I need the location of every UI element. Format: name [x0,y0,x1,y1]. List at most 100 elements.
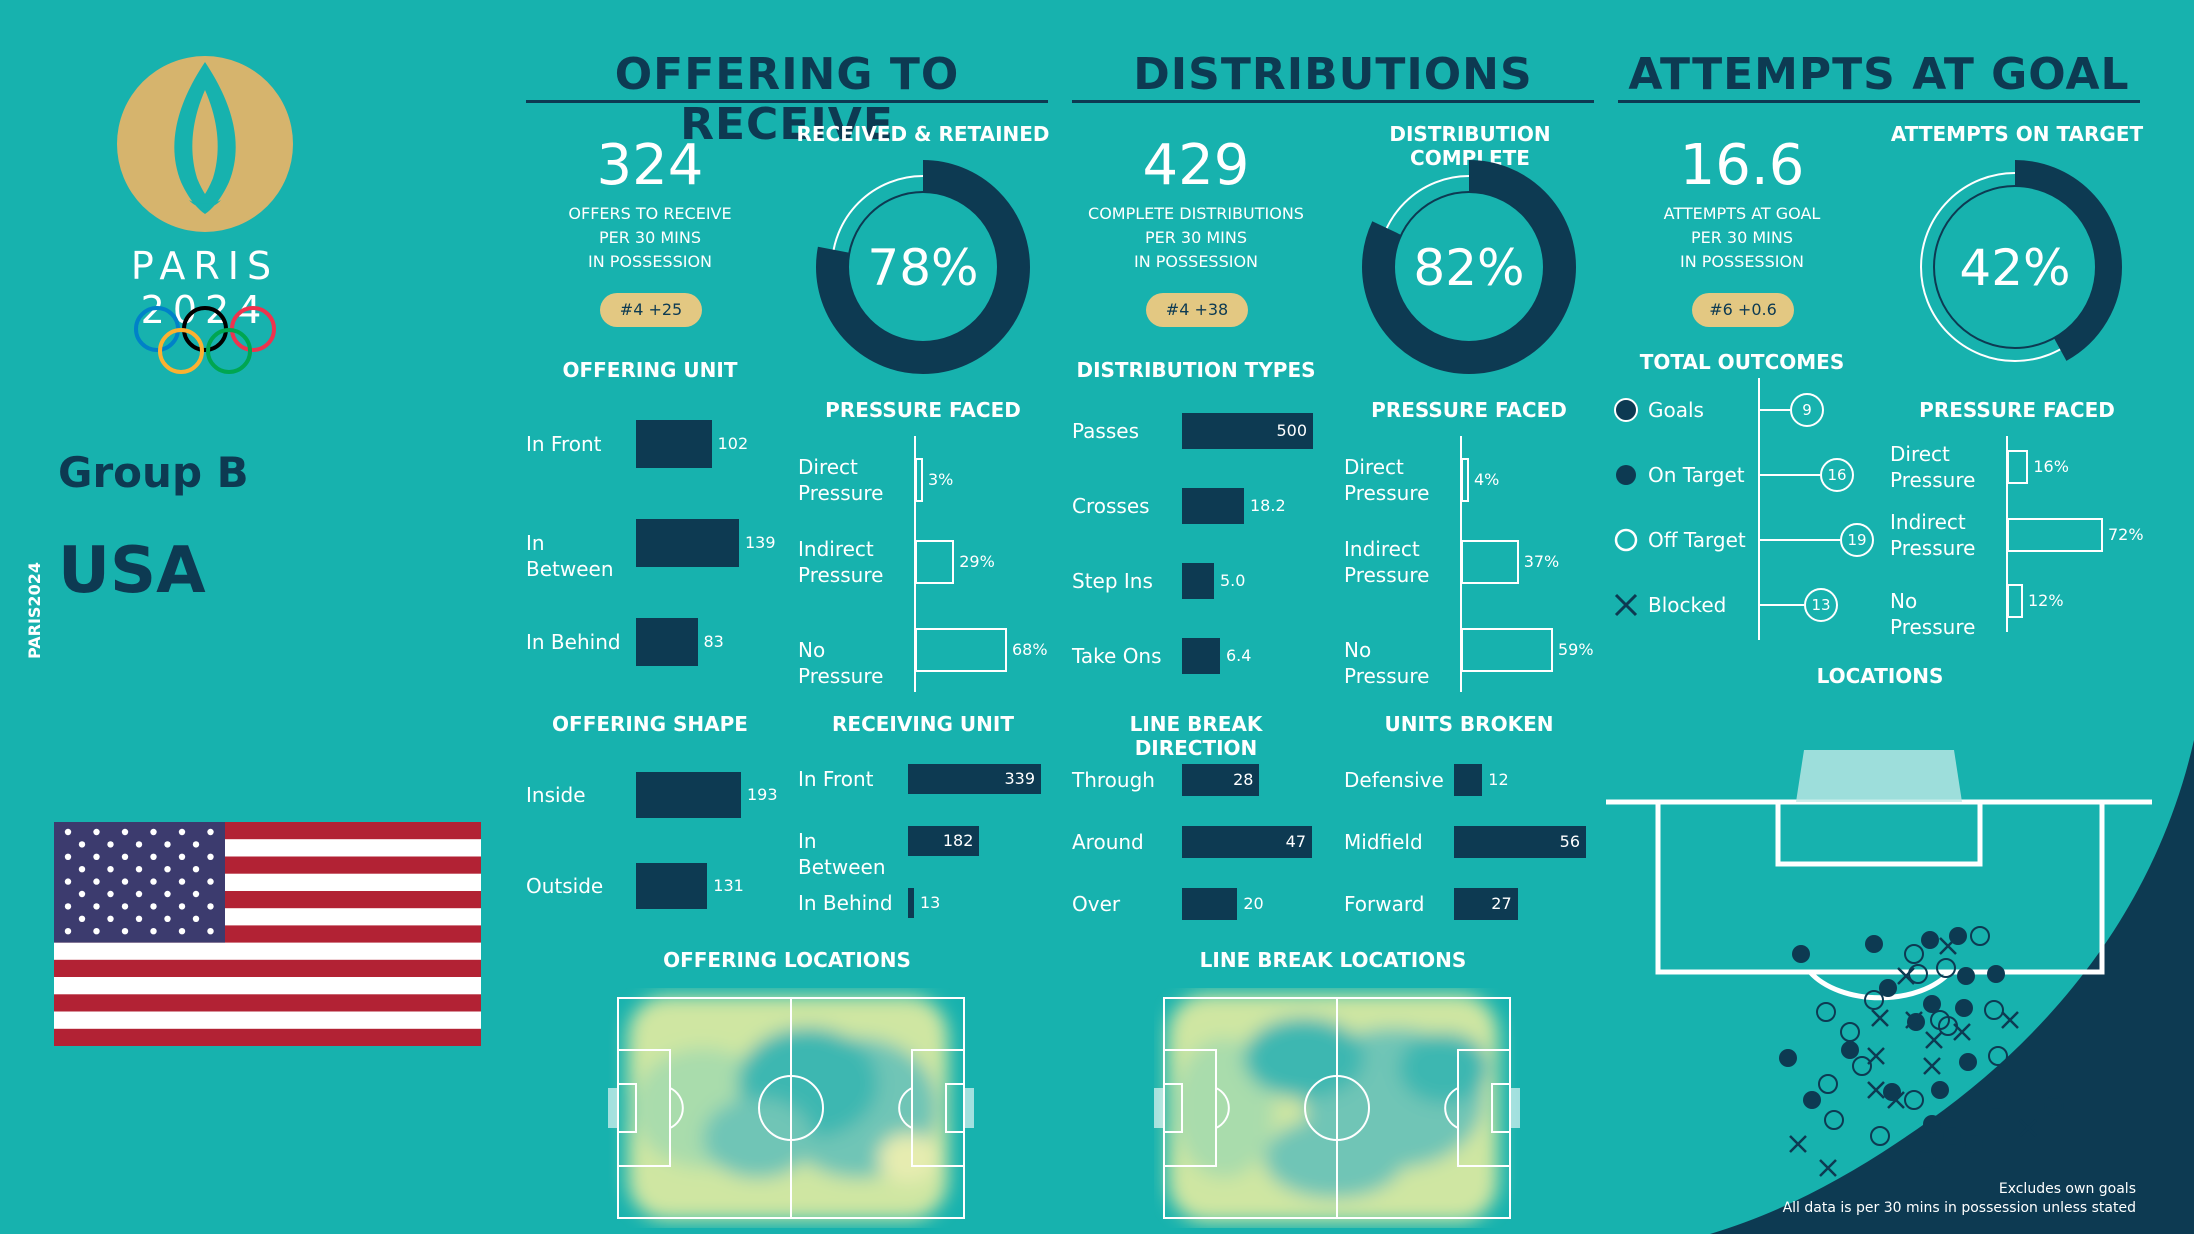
pressure-value-label: 68% [1012,640,1048,659]
shot-off-target [1824,1110,1844,1130]
flag-star [207,903,214,910]
flag-star [107,890,114,898]
shot-locations-map [1606,740,2194,1234]
shot-blocked [2019,1119,2037,1137]
bar-category-label: In Behind [526,630,621,654]
donut-attempts-on-target: 42% [1908,160,2122,374]
shot-blocked [1819,1159,1837,1177]
donut-value-arc [1908,160,2122,374]
shot-off-target [1840,1022,1860,1042]
shot-off-target [1816,1002,1836,1022]
pressure-category-label: Indirect Pressure [798,537,884,587]
shot-dot [1959,1053,1977,1071]
bar-category-label: Passes [1072,419,1139,443]
outcome-label: Off Target [1648,528,1746,552]
flag-star [121,903,129,910]
pressure-bar [1461,628,1553,672]
flag-star [192,890,200,898]
pressure-value-label: 37% [1523,552,1560,571]
bar-value-label: 28 [1233,770,1254,789]
pressure-category-label: Indirect Pressure [1344,537,1430,587]
shot-dot [1841,1041,1859,1059]
flag-star [207,828,214,836]
shot-off-target [1984,1000,2004,1020]
pressure-value-label: 59% [1558,640,1594,659]
donut-value-label: 78% [867,239,978,297]
section-title-offering: OFFERING TO RECEIVE [614,49,960,150]
line-break-locations-heatmap [1154,994,1520,1222]
flag-star [178,853,186,860]
donut-value-label: 82% [1413,239,1524,297]
blocked-cross-icon [1614,593,1638,617]
offering-locations-heatmap [608,996,974,1220]
pressure-value-label: 4% [1474,470,1500,489]
bar-category-label: Around [1072,830,1144,854]
flag-star [93,903,100,910]
shot-blocked [1953,1023,1971,1041]
shot-blocked [1897,967,1915,985]
pressure-category-label: No Pressure [798,638,884,688]
pressure-bar [1461,458,1469,502]
bar [1454,826,1586,858]
shot-dot [1865,935,1883,953]
footnote-own-goals: Excludes own goals [1998,1181,2136,1197]
shot-blocked [1887,1091,1905,1109]
flag-star [107,915,114,922]
bar [1182,563,1214,599]
pressure-bar [915,540,955,584]
donut-value-arc [816,160,1030,374]
donut-value-arc [1362,160,1576,374]
kpi-label: PER 30 MINS [1690,228,1794,247]
pressure-bar [915,628,1007,672]
flag-star [150,878,157,885]
shot-blocked [2001,1011,2019,1029]
heading-units-broken: UNITS BROKEN [1384,712,1554,736]
heading-pressure-faced: PRESSURE FACED [1371,398,1567,422]
bar-value-label: 47 [1285,832,1306,851]
shot-blocked [1867,1081,1885,1099]
shot-blocked [1789,1135,1807,1153]
shot-dot [1987,1091,2005,1109]
flag-star [64,828,72,836]
shot-dot [1921,931,1939,949]
pressure-category-label: No Pressure [1890,589,1976,639]
pressure-bar [915,458,923,502]
olympic-rings-icon [134,306,276,374]
section-title-attempts: ATTEMPTS AT GOAL [1628,49,2130,100]
bar-value-label: 5.0 [1220,571,1246,590]
flag-star [192,866,200,873]
bar-category-label: In Between [526,531,614,581]
bar-value-label: 56 [1559,832,1580,851]
flag-star [164,890,171,898]
bar-value-label: 12 [1488,770,1509,789]
bar-value-label: 20 [1243,894,1264,913]
pressure-bar [2007,584,2023,618]
flag-star [78,915,86,922]
shot-off-target [1936,958,1956,978]
flag-star [135,841,143,848]
bar-value-label: 139 [745,533,776,552]
bar-value-label: 339 [1004,769,1035,788]
bar-category-label: In Behind [798,891,893,915]
shot-dot [1987,965,2005,983]
bar [636,420,712,468]
flag-star [178,828,186,836]
flag-star [207,878,214,885]
shot-dot [1965,1135,1983,1153]
flag-star [64,878,72,885]
flag-star [78,890,86,898]
bar-category-label: Defensive [1344,768,1444,792]
flag-star [121,828,129,836]
team-name: USA [58,534,206,608]
flag-star [121,878,129,885]
bar-value-label: 131 [713,876,744,895]
shot-off-target [1870,1126,1890,1146]
heading-pressure-faced: PRESSURE FACED [825,398,1021,422]
shot-off-target [1988,1046,2008,1066]
flag-star [107,841,114,848]
pressure-value-label: 72% [2108,525,2144,544]
flag-star [78,841,86,848]
heading-total-outcomes: TOTAL OUTCOMES [1639,350,1845,374]
shot-off-target [1904,944,1924,964]
shot-dot [1923,995,1941,1013]
